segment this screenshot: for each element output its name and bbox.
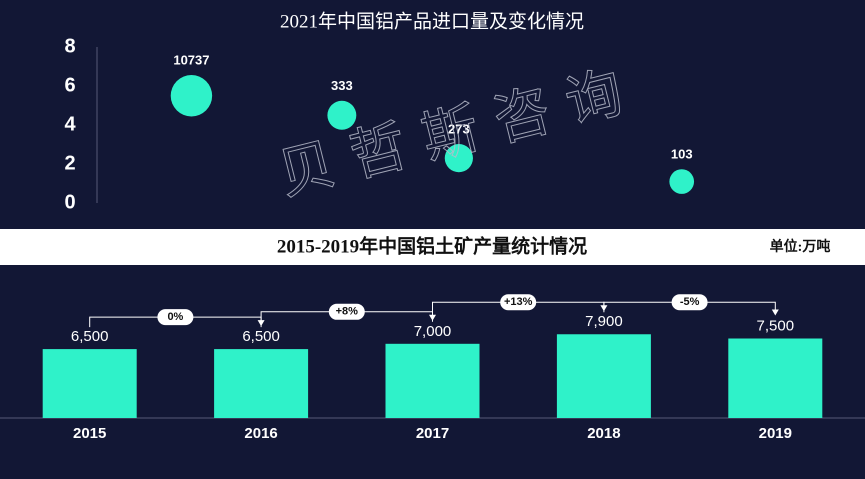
x-tick-label: 2016 bbox=[244, 425, 277, 442]
x-tick-label: 2018 bbox=[587, 425, 620, 442]
bubble-label: 333 bbox=[331, 78, 353, 93]
change-label: 0% bbox=[167, 311, 183, 323]
x-tick-label: 2015 bbox=[73, 425, 106, 442]
arrow-head bbox=[771, 309, 779, 316]
value-label: 6,500 bbox=[242, 328, 280, 345]
change-pill bbox=[500, 294, 537, 311]
bubble-label: 103 bbox=[671, 147, 693, 162]
change-label: +13% bbox=[504, 296, 533, 308]
change-label: +8% bbox=[336, 306, 359, 318]
chart-title: 2021年中国铝产品进口量及变化情况 bbox=[280, 10, 584, 32]
value-label: 7,000 bbox=[414, 323, 452, 340]
value-label: 6,500 bbox=[71, 328, 109, 345]
bubble bbox=[669, 169, 695, 194]
bar bbox=[728, 338, 823, 418]
x-tick-label: 2019 bbox=[759, 425, 792, 442]
bubble-label: 273 bbox=[448, 121, 470, 136]
bar bbox=[556, 334, 651, 418]
bar bbox=[385, 343, 480, 418]
unit-label: 单位:万吨 bbox=[770, 238, 831, 255]
bar bbox=[214, 349, 309, 418]
y-tick-label: 4 bbox=[64, 113, 76, 135]
change-label: -5% bbox=[680, 296, 700, 308]
chart-title: 2015-2019年中国铝土矿产量统计情况 bbox=[277, 234, 587, 257]
bubble bbox=[170, 75, 213, 117]
change-pill bbox=[671, 294, 708, 311]
x-tick-label: 2017 bbox=[416, 425, 449, 442]
bubble bbox=[444, 144, 473, 173]
bubble bbox=[327, 100, 357, 130]
y-tick-label: 6 bbox=[64, 74, 75, 96]
value-label: 7,900 bbox=[585, 313, 623, 330]
bubble-label: 10737 bbox=[173, 52, 209, 67]
change-pill bbox=[157, 309, 194, 326]
bar bbox=[42, 349, 137, 418]
value-label: 7,500 bbox=[757, 317, 795, 334]
y-tick-label: 2 bbox=[64, 152, 75, 174]
change-pill bbox=[328, 303, 365, 320]
title-band bbox=[0, 229, 865, 265]
y-tick-label: 8 bbox=[64, 35, 75, 57]
y-tick-label: 0 bbox=[64, 191, 75, 213]
